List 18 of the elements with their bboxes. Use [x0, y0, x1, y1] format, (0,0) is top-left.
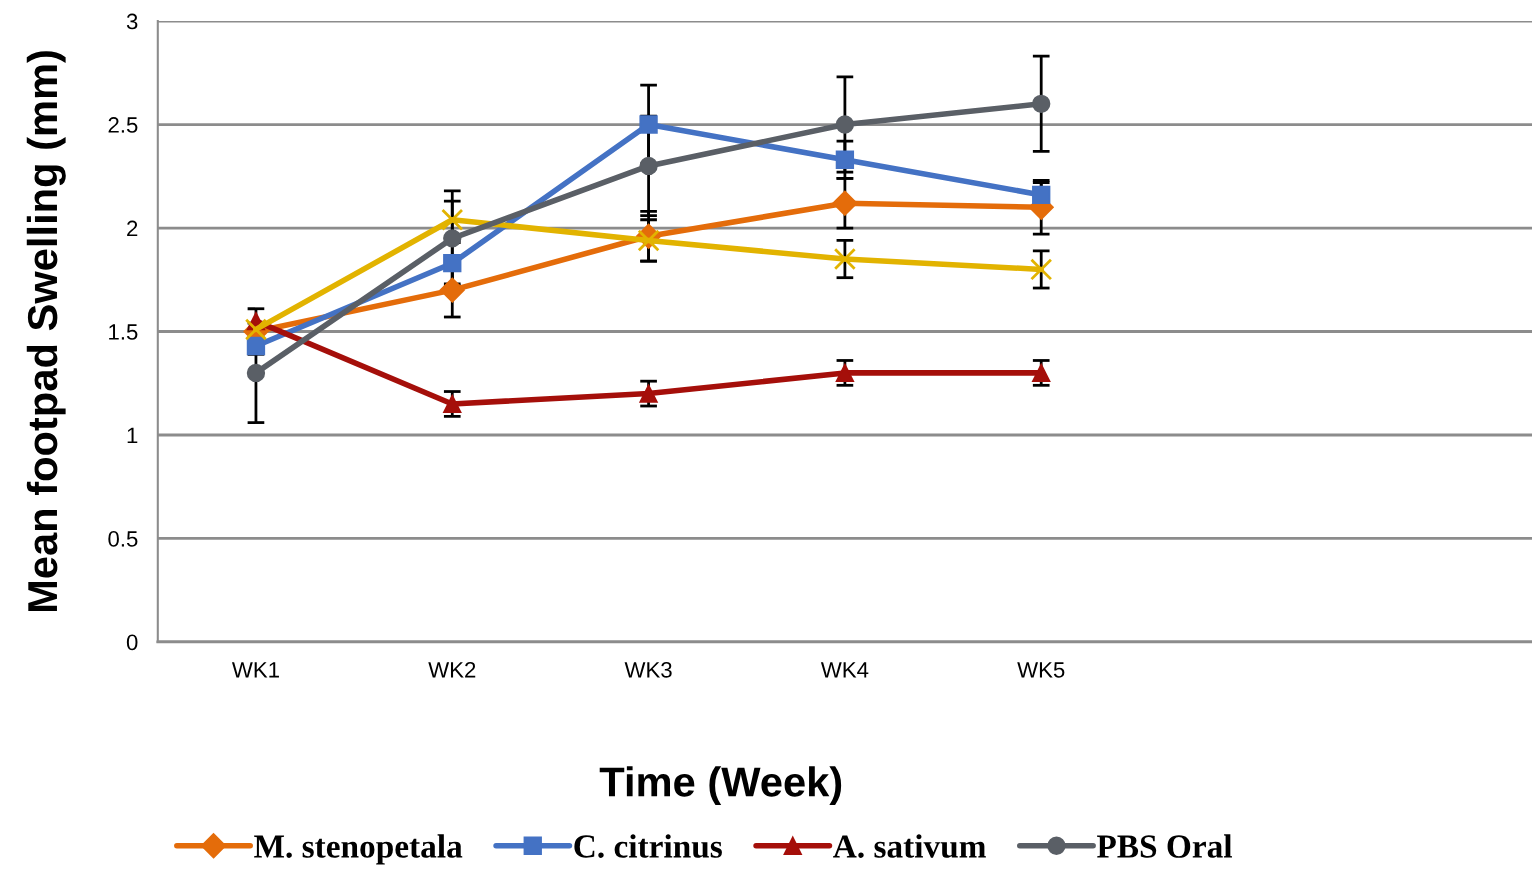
x-tick-label: WK3 — [624, 662, 672, 678]
x-tick-label: WK5 — [1017, 662, 1065, 678]
x-axis-title: Time (Week) — [599, 766, 842, 805]
y-axis-title: Mean footpad Swelling (mm) — [26, 51, 66, 612]
y-tick-label: 1.5 — [109, 324, 138, 340]
x-tick-label: WK2 — [428, 662, 476, 678]
x-tick-label: WK4 — [820, 662, 869, 678]
y-tick-label: 1 — [127, 427, 138, 444]
y-tick-label: 2 — [127, 220, 138, 237]
legend-label: C. citrinus — [574, 834, 722, 858]
legend-label: M. stenopetala — [254, 834, 463, 865]
legend-label: PBS Oral — [1097, 834, 1233, 858]
y-tick-label: 3 — [126, 13, 138, 30]
x-tick-label: WK1 — [231, 662, 279, 678]
y-tick-label: 0.5 — [108, 531, 138, 547]
legend-label: A. sativum — [833, 834, 986, 858]
y-tick-label: 0 — [126, 634, 138, 651]
y-tick-label: 2.5 — [108, 117, 138, 133]
